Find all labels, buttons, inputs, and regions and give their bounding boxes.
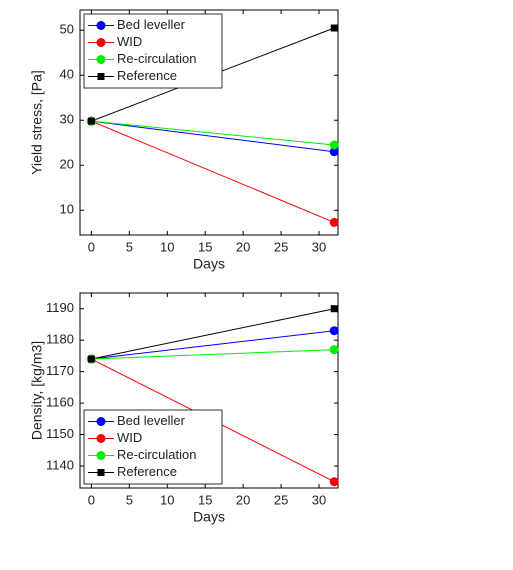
y-tick-label: 40	[60, 67, 74, 82]
y-axis-label: Density, [kg/m3]	[29, 341, 45, 440]
series-line	[91, 349, 335, 360]
x-tick-label: 10	[160, 492, 174, 507]
y-tick-label: 1150	[46, 426, 74, 441]
series-line	[91, 120, 335, 146]
y-tick-label: 1160	[46, 395, 74, 410]
x-tick-label: 0	[88, 239, 95, 254]
y-axis-label: Yield stress, [Pa]	[29, 70, 45, 175]
y-tick-label: 10	[60, 202, 74, 217]
x-tick-label: 25	[274, 492, 288, 507]
legend	[83, 13, 223, 89]
legend-label: WID	[117, 430, 142, 445]
x-tick-label: 5	[126, 239, 133, 254]
marker	[329, 477, 339, 487]
legend-marker	[96, 21, 106, 30]
legend-marker	[97, 73, 105, 80]
series-line	[91, 120, 335, 223]
y-tick-label: 1140	[46, 457, 74, 472]
y-tick-label: 1170	[46, 363, 74, 378]
x-tick-label: 15	[198, 492, 212, 507]
x-tick-label: 25	[274, 239, 288, 254]
series-line	[91, 330, 335, 360]
legend-marker	[96, 417, 106, 426]
legend-label: Bed leveller	[117, 17, 186, 32]
legend-marker	[96, 38, 106, 47]
marker	[87, 355, 95, 363]
marker	[329, 345, 339, 355]
marker	[329, 140, 339, 150]
legend-marker	[96, 434, 106, 443]
y-tick-label: 1180	[46, 332, 74, 347]
x-tick-label: 30	[312, 239, 326, 254]
legend-marker	[97, 469, 105, 476]
legend-label: Bed leveller	[117, 413, 186, 428]
y-tick-label: 1190	[46, 300, 74, 315]
y-tick-label: 20	[60, 157, 74, 172]
series-line	[91, 120, 335, 153]
marker	[330, 24, 338, 32]
x-tick-label: 15	[198, 239, 212, 254]
legend-label: Re-circulation	[117, 51, 196, 66]
x-tick-label: 20	[236, 239, 250, 254]
marker	[330, 305, 338, 313]
legend-label: Reference	[117, 464, 177, 479]
marker	[87, 117, 95, 125]
marker	[329, 326, 339, 336]
x-axis-label: Days	[193, 256, 225, 272]
legend	[83, 409, 223, 485]
marker	[329, 147, 339, 157]
x-tick-label: 0	[88, 492, 95, 507]
legend-marker	[96, 451, 106, 460]
x-axis-label: Days	[193, 509, 225, 525]
x-tick-label: 20	[236, 492, 250, 507]
series-line	[91, 308, 335, 360]
legend-label: WID	[117, 34, 142, 49]
legend-label: Reference	[117, 68, 177, 83]
y-tick-label: 30	[60, 112, 74, 127]
legend-label: Re-circulation	[117, 447, 196, 462]
x-tick-label: 30	[312, 492, 326, 507]
x-tick-label: 5	[126, 492, 133, 507]
legend-marker	[96, 55, 106, 64]
marker	[329, 217, 339, 227]
y-tick-label: 50	[60, 22, 74, 37]
x-tick-label: 10	[160, 239, 174, 254]
